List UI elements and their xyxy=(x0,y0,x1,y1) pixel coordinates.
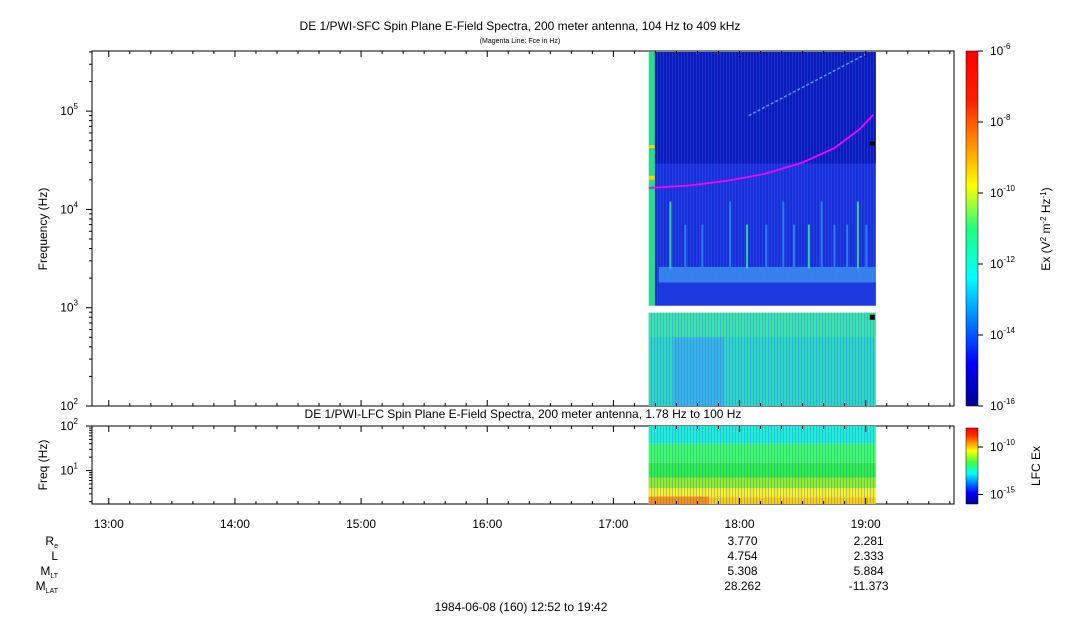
sfc-burst xyxy=(746,224,749,269)
time-tick-label: 16:00 xyxy=(472,517,502,531)
lfc-spectrogram-data xyxy=(648,426,876,504)
sfc-colorbar-gradient xyxy=(965,50,979,407)
lfc-y-tick-label: 102 xyxy=(60,417,78,433)
sfc-burst xyxy=(684,224,687,269)
sfc-colorbar-label: Ex (V2 m-2 Hz-1) xyxy=(1039,187,1054,270)
sfc-burst xyxy=(807,224,810,269)
sfc-y-tick-label: 103 xyxy=(60,299,78,315)
sfc-colorbar-tick-label: 10-14 xyxy=(990,326,1015,342)
ephemeris-value: 2.281 xyxy=(854,534,884,548)
ephemeris-label: MLAT xyxy=(36,579,59,595)
lfc-colorbar-ticks: 10-10 10-15 xyxy=(978,438,1015,502)
sfc-y-tick-label: 105 xyxy=(60,102,78,118)
sfc-low-texture xyxy=(648,312,876,406)
lfc-title: DE 1/PWI-LFC Spin Plane E-Field Spectra,… xyxy=(305,407,742,421)
sfc-burst xyxy=(833,224,836,269)
sfc-colorbar-tick-label: 10-6 xyxy=(990,42,1011,58)
sfc-emission-trace xyxy=(748,53,867,117)
sfc-y-tick-label: 104 xyxy=(60,200,78,216)
sfc-emission-band xyxy=(658,266,876,283)
sfc-marker xyxy=(869,314,875,320)
time-tick-label: 17:00 xyxy=(598,517,628,531)
sfc-colorbar-tick-label: 10-16 xyxy=(990,397,1015,413)
time-tick-label: 13:00 xyxy=(94,517,124,531)
sfc-burst xyxy=(782,201,785,269)
sfc-edge-mark xyxy=(648,145,655,149)
sfc-y-tick-label: 102 xyxy=(60,397,78,413)
time-tick-label: 19:00 xyxy=(851,517,881,531)
sfc-burst xyxy=(729,201,732,269)
ephemeris-value: 4.754 xyxy=(728,549,758,563)
time-axis: 13:00 14:00 15:00 16:00 17:00 18:00 19:00 xyxy=(94,51,951,531)
lfc-colorbar: 10-10 10-15 LFC Ex xyxy=(965,427,1043,505)
time-tick-label: 14:00 xyxy=(220,517,250,531)
ephemeris-label: Re xyxy=(45,534,58,550)
lfc-colorbar-tick-label: 10-10 xyxy=(990,438,1015,454)
sfc-burst xyxy=(856,201,859,269)
chart-title: DE 1/PWI-SFC Spin Plane E-Field Spectra,… xyxy=(300,19,741,33)
ephemeris-table: Re 3.770 2.281 L 4.754 2.333 MLT 5.308 5.884 MLAT… xyxy=(36,534,889,595)
sfc-lower-band xyxy=(658,282,876,305)
sfc-burst xyxy=(820,201,823,269)
ephemeris-value: 28.262 xyxy=(724,579,761,593)
ephemeris-value: 5.308 xyxy=(728,564,758,578)
sfc-burst xyxy=(669,201,672,269)
sfc-spectrogram-data xyxy=(648,52,876,406)
time-tick-label: 18:00 xyxy=(725,517,755,531)
ephemeris-value: 3.770 xyxy=(728,534,758,548)
lfc-spectrogram-panel: 101 102 Freq (Hz) xyxy=(36,417,955,505)
lfc-y-axis-label: Freq (Hz) xyxy=(36,440,50,491)
chart-subtitle: (Magenta Line: Fce in Hz) xyxy=(480,38,561,45)
sfc-spectrogram-panel: 102 103 104 105 Frequency (Hz) xyxy=(36,50,955,413)
sfc-burst xyxy=(846,224,849,269)
lfc-colorbar-tick-label: 10-15 xyxy=(990,486,1015,502)
sfc-burst xyxy=(792,224,795,269)
sfc-burst xyxy=(865,224,868,269)
ephemeris-value: 5.884 xyxy=(854,564,884,578)
fce-line xyxy=(648,114,874,189)
lfc-colorbar-label: LFC Ex xyxy=(1029,446,1043,486)
sfc-colorbar: 10-6 10-8 10-10 10-12 10-14 10-16 Ex (V2 m-2 … xyxy=(965,42,1054,413)
sfc-y-axis: 102 103 104 105 xyxy=(60,51,92,413)
ephemeris-label: L xyxy=(51,549,58,563)
ephemeris-label: MLT xyxy=(40,564,58,580)
sfc-texture xyxy=(654,52,876,306)
lfc-y-tick-label: 101 xyxy=(60,462,78,478)
sfc-colorbar-tick-label: 10-8 xyxy=(990,113,1011,129)
ephemeris-value: -11.373 xyxy=(849,579,889,593)
sfc-edge-mark xyxy=(648,175,655,180)
lfc-colorbar-gradient xyxy=(965,427,979,505)
sfc-y-axis-label: Frequency (Hz) xyxy=(36,188,50,271)
lfc-y-axis: 101 102 xyxy=(60,417,92,503)
time-tick-label: 15:00 xyxy=(346,517,376,531)
sfc-burst xyxy=(765,224,768,269)
ephemeris-value: 2.333 xyxy=(854,549,884,563)
sfc-colorbar-tick-label: 10-12 xyxy=(990,255,1015,271)
footer-time-range: 1984-06-08 (160) 12:52 to 19:42 xyxy=(435,600,608,614)
sfc-colorbar-tick-label: 10-10 xyxy=(990,184,1015,200)
sfc-colorbar-ticks: 10-6 10-8 10-10 10-12 10-14 10-16 xyxy=(978,42,1015,413)
sfc-burst xyxy=(701,224,704,269)
sfc-marker xyxy=(869,141,875,146)
lfc-texture xyxy=(648,426,876,504)
